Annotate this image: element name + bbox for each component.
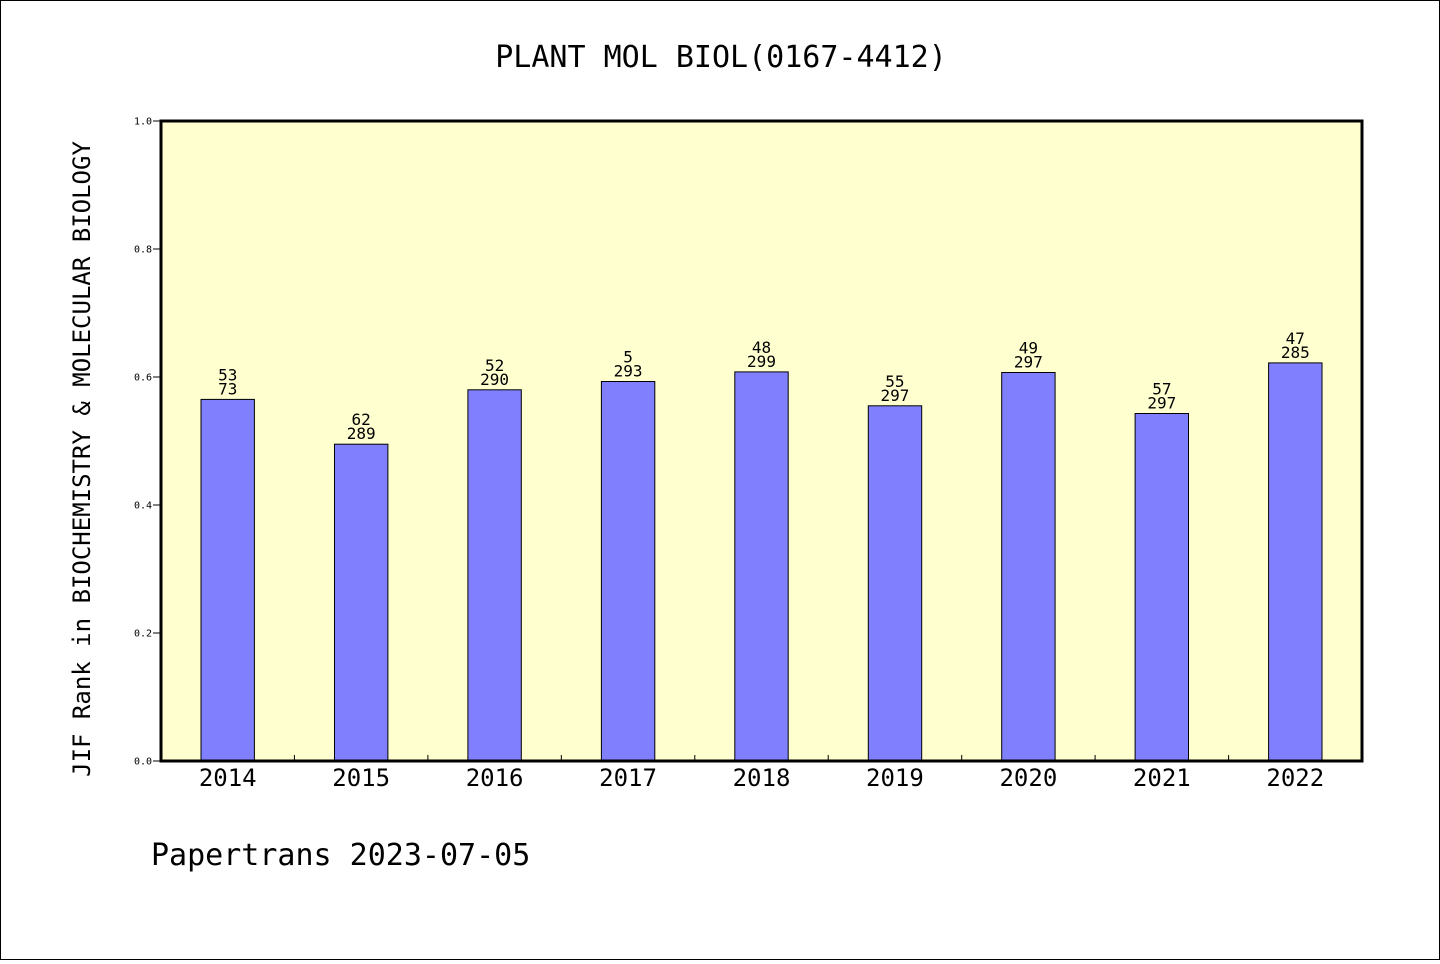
bar-total-label: 73 — [218, 379, 237, 398]
x-tick-label: 2022 — [1266, 764, 1324, 792]
y-axis: 0.0 0.2 0.4 0.6 0.8 1.0 — [134, 117, 161, 768]
y-axis-label: JIF Rank in BIOCHEMISTRY & MOLECULAR BIO… — [68, 141, 96, 777]
x-tick-label: 2020 — [999, 764, 1057, 792]
bars-group — [200, 362, 1323, 762]
bar-total-label: 289 — [347, 424, 376, 443]
x-tick-label: 2015 — [332, 764, 390, 792]
bar-rank-label: 53 — [218, 365, 237, 384]
bar-2015 — [334, 443, 389, 762]
y-tick-label: 1.0 — [134, 117, 152, 128]
bar-total-label: 297 — [880, 386, 909, 405]
bar-total-label: 297 — [1014, 353, 1043, 372]
bar-rank-label: 52 — [485, 356, 504, 375]
bar-labels-group: 5373622895229052934829955297492975729747… — [218, 329, 1310, 443]
x-axis: 2014 2015 2016 2017 2018 2019 2020 2021 2022 — [199, 755, 1324, 792]
footer-text: Papertrans 2023-07-05 — [151, 838, 530, 873]
bar-rank-label: 55 — [885, 372, 904, 391]
bar-total-label: 293 — [614, 362, 643, 381]
y-tick-label: 0.6 — [134, 373, 152, 384]
bar-rank-label: 62 — [352, 410, 371, 429]
bar-2014 — [200, 398, 255, 762]
chart-title: PLANT MOL BIOL(0167-4412) — [495, 40, 947, 75]
bar-2018 — [734, 371, 789, 762]
x-tick-label: 2017 — [599, 764, 657, 792]
bar-2022 — [1268, 362, 1323, 762]
y-tick-label: 0.2 — [134, 629, 152, 640]
x-tick-label: 2021 — [1133, 764, 1191, 792]
plot-border — [159, 119, 1364, 763]
y-tick-label: 0.4 — [134, 501, 152, 512]
bar-total-label: 299 — [747, 352, 776, 371]
bar-rank-label: 57 — [1152, 380, 1171, 399]
x-tick-label: 2016 — [466, 764, 524, 792]
x-tick-label: 2019 — [866, 764, 924, 792]
x-tick-label: 2018 — [733, 764, 791, 792]
y-tick-label: 0.8 — [134, 245, 152, 256]
bar-rank-label: 5 — [623, 348, 633, 367]
bar-2016 — [467, 389, 522, 762]
bar-rank-label: 49 — [1019, 339, 1038, 358]
bar-rank-label: 48 — [752, 338, 771, 357]
bar-total-label: 297 — [1147, 394, 1176, 413]
y-tick-label: 0.0 — [134, 757, 152, 768]
bar-total-label: 285 — [1281, 343, 1310, 362]
bar-2021 — [1134, 413, 1189, 762]
bar-2017 — [600, 381, 656, 762]
bar-total-label: 290 — [480, 370, 509, 389]
bar-rank-label: 47 — [1286, 329, 1305, 348]
x-tick-label: 2014 — [199, 764, 257, 792]
bar-2020 — [1001, 372, 1056, 762]
bar-2019 — [867, 405, 923, 762]
